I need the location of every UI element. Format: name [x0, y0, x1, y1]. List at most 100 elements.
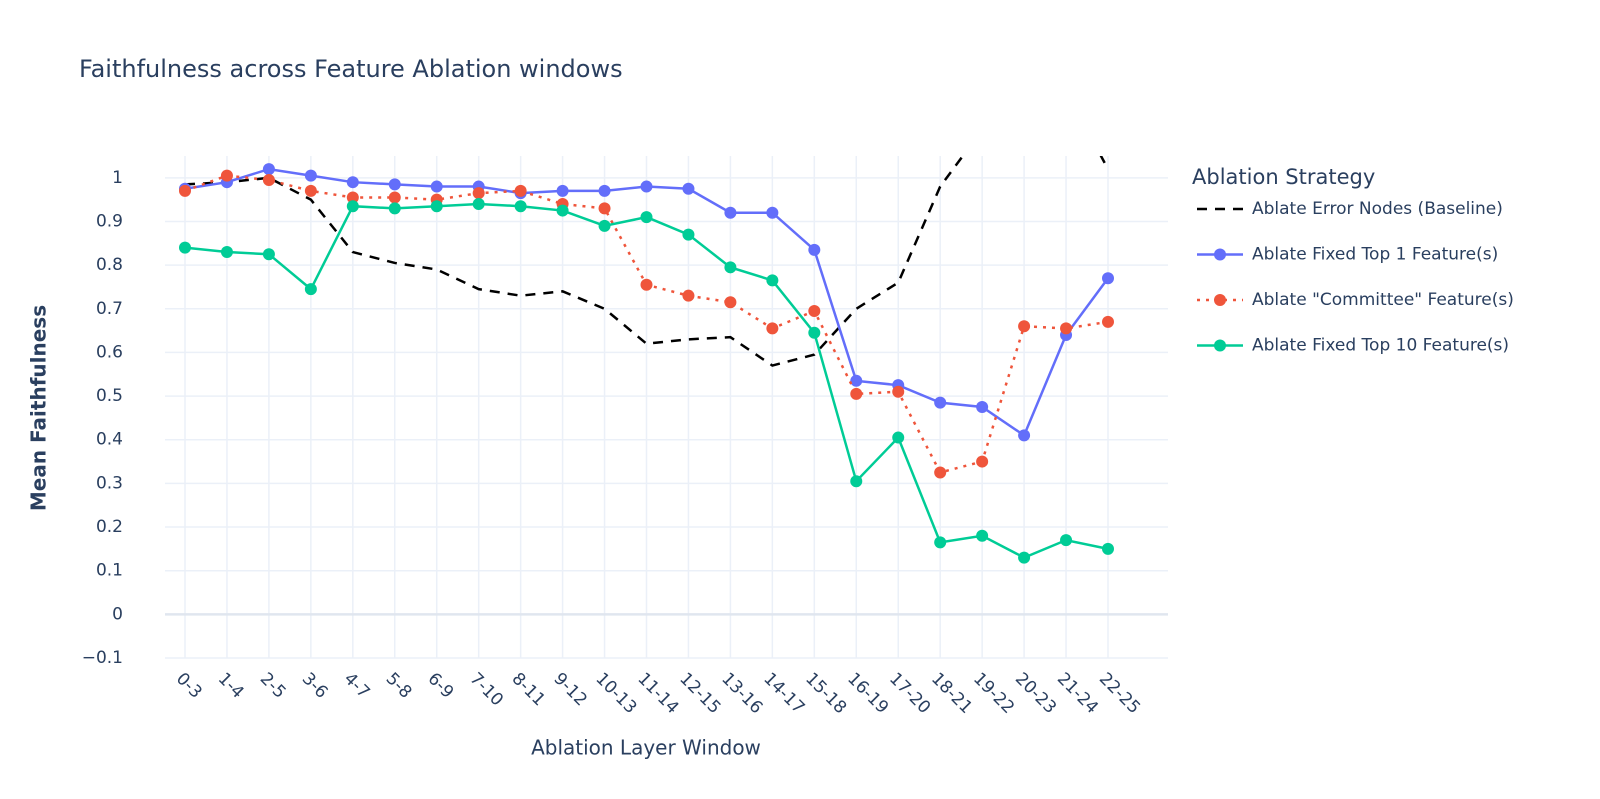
- data-point: [598, 219, 611, 232]
- data-point: [682, 289, 695, 302]
- y-tick-label: 0.9: [96, 211, 123, 231]
- data-point: [304, 184, 317, 197]
- data-point: [766, 322, 779, 335]
- data-point: [346, 191, 359, 204]
- y-tick-label: 0.8: [96, 255, 123, 275]
- data-point: [1102, 542, 1114, 555]
- data-point: [892, 431, 905, 444]
- plot-area: [179, 156, 1114, 564]
- data-point: [850, 475, 863, 488]
- data-point: [724, 206, 737, 219]
- y-axis-title: Mean Faithfulness: [27, 305, 51, 511]
- data-point: [388, 178, 401, 191]
- data-point: [1102, 272, 1114, 285]
- data-point: [934, 536, 947, 549]
- data-point: [556, 184, 569, 197]
- x-axis-title: Ablation Layer Window: [531, 736, 761, 760]
- data-point: [179, 241, 191, 254]
- x-tick-label: 22-25: [1095, 669, 1144, 718]
- data-point: [1018, 429, 1031, 442]
- x-tick-label: 14-17: [759, 669, 808, 718]
- y-tick-label: 0.3: [96, 473, 123, 493]
- data-point: [640, 211, 653, 224]
- data-point: [766, 274, 779, 287]
- y-tick-label: 0.2: [96, 517, 123, 537]
- x-tick-label: 18-21: [927, 669, 976, 718]
- x-tick-label: 17-20: [885, 669, 934, 718]
- x-tick-label: 21-24: [1053, 669, 1102, 718]
- data-point: [472, 187, 485, 200]
- y-tick-label: 0.7: [96, 299, 123, 319]
- data-point: [430, 200, 443, 213]
- y-tick-label: 0.6: [96, 342, 123, 362]
- y-tick-label: 0.5: [96, 386, 123, 406]
- data-point: [850, 374, 863, 387]
- data-point: [304, 169, 317, 182]
- data-point: [682, 228, 695, 241]
- data-point: [1060, 322, 1073, 335]
- data-point: [976, 455, 989, 468]
- data-point: [262, 163, 275, 176]
- data-point: [262, 174, 275, 187]
- x-tick-label: 20-23: [1011, 669, 1060, 718]
- x-tick-label: 16-19: [843, 669, 892, 718]
- y-tick-label: 1: [112, 168, 123, 188]
- data-point: [598, 202, 611, 215]
- x-tick-label: 6-9: [424, 669, 458, 703]
- x-tick-label: 8-11: [508, 669, 549, 710]
- data-point: [976, 401, 989, 413]
- data-point: [1060, 534, 1073, 547]
- data-point: [598, 184, 611, 197]
- x-tick-label: 3-6: [298, 669, 332, 703]
- x-tick-label: 5-8: [382, 669, 416, 703]
- data-point: [808, 304, 821, 317]
- data-point: [640, 180, 653, 193]
- data-point: [808, 243, 821, 256]
- data-point: [220, 246, 233, 259]
- x-tick-label: 13-16: [717, 669, 766, 718]
- x-tick-label: 2-5: [256, 669, 290, 703]
- data-point: [850, 387, 863, 400]
- data-point: [346, 200, 359, 213]
- data-point: [724, 296, 737, 309]
- data-point: [262, 248, 275, 261]
- x-tick-label: 11-14: [633, 669, 682, 718]
- data-point: [388, 191, 401, 204]
- data-point: [682, 182, 695, 195]
- data-point: [556, 204, 569, 217]
- legend-marker: [1214, 248, 1226, 261]
- data-point: [1018, 551, 1031, 564]
- data-point: [346, 176, 359, 189]
- data-point: [472, 198, 485, 211]
- x-tick-label: 15-18: [801, 669, 850, 718]
- x-tick-label: 4-7: [340, 669, 374, 703]
- data-point: [934, 396, 947, 409]
- x-tick-label: 0-3: [172, 669, 206, 703]
- x-tick-label: 19-22: [969, 669, 1018, 718]
- grid: [165, 156, 1168, 659]
- data-point: [514, 200, 527, 213]
- data-point: [388, 202, 401, 215]
- chart-title: Faithfulness across Feature Ablation win…: [79, 55, 623, 83]
- data-point: [514, 184, 527, 197]
- data-point: [304, 283, 317, 296]
- y-tick-label: 0: [112, 604, 123, 624]
- data-point: [640, 278, 653, 291]
- y-tick-label: 0.1: [96, 561, 123, 581]
- legend-label: Ablate Fixed Top 1 Feature(s): [1252, 245, 1498, 265]
- legend-label: Ablate Fixed Top 10 Feature(s): [1252, 336, 1509, 356]
- data-point: [766, 206, 779, 219]
- data-point: [934, 466, 947, 479]
- data-point: [1102, 315, 1114, 328]
- data-point: [724, 261, 737, 274]
- x-tick-label: 12-15: [675, 669, 724, 718]
- data-point: [179, 184, 191, 197]
- x-tick-label: 7-10: [466, 669, 507, 710]
- y-tick-label: 0.4: [96, 430, 123, 450]
- legend-marker: [1214, 339, 1226, 352]
- x-tick-label: 9-12: [550, 669, 591, 710]
- data-point: [430, 180, 443, 193]
- x-tick-label: 10-13: [591, 669, 640, 718]
- data-point: [220, 169, 233, 182]
